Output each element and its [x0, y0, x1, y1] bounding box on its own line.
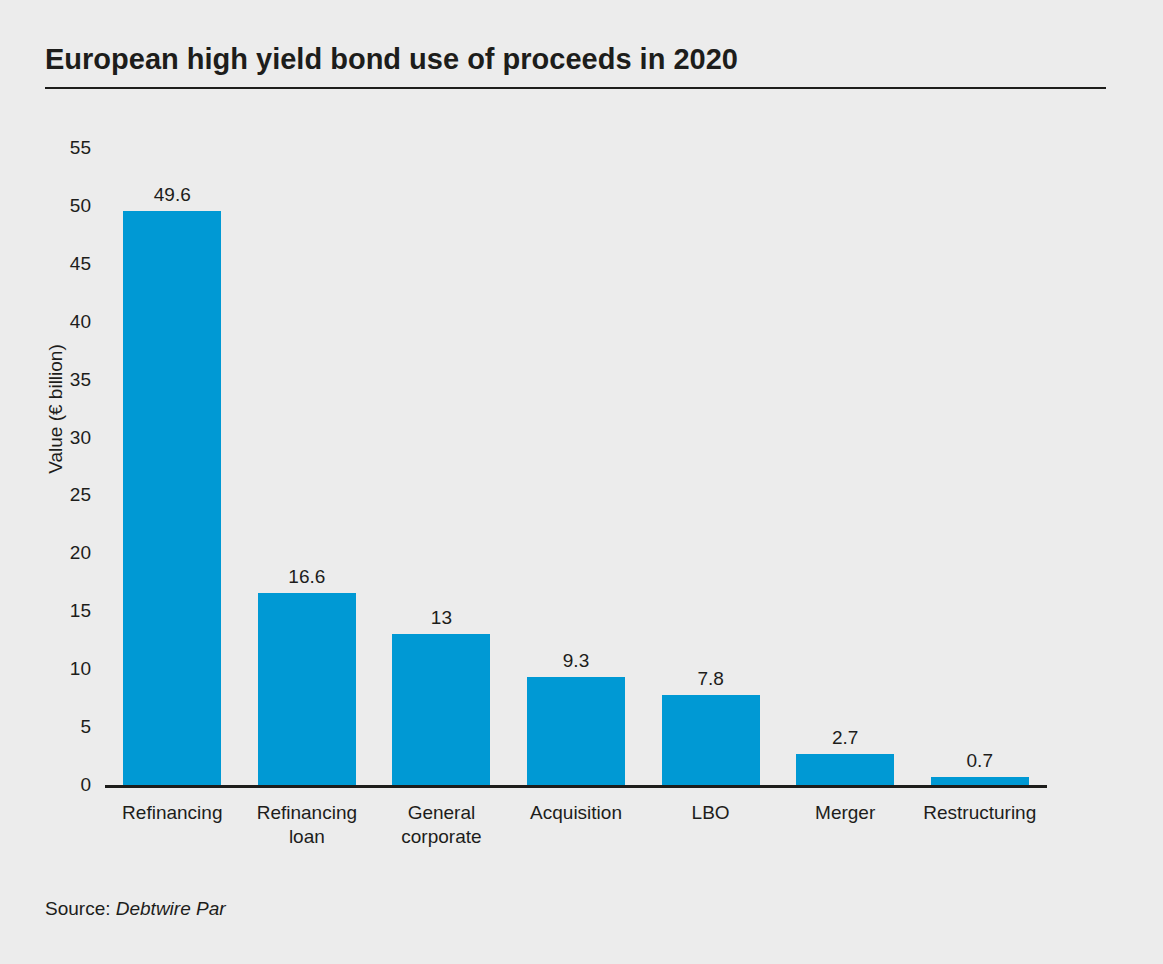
title-underline — [45, 87, 1106, 89]
bar-value-label: 2.7 — [832, 727, 858, 754]
bar-slot: 9.3 — [509, 148, 644, 785]
bar-slot: 49.6 — [105, 148, 240, 785]
source-prefix: Source: — [45, 898, 110, 919]
bar-value-label: 0.7 — [967, 750, 993, 777]
bar-value-label: 13 — [431, 607, 452, 634]
category-cell: Merger — [778, 801, 913, 849]
category-cell: Restructuring — [912, 801, 1047, 849]
category-cell: Refinancing — [105, 801, 240, 849]
chart-title: European high yield bond use of proceeds… — [45, 42, 738, 76]
bar: 2.7 — [796, 754, 894, 785]
y-tick-label: 0 — [80, 774, 91, 796]
y-tick-label: 40 — [70, 311, 91, 333]
bar-value-label: 16.6 — [288, 566, 325, 593]
plot-area: 0510152025303540455055 49.6 16.6 13 9.3 … — [105, 148, 1047, 788]
y-tick-label: 55 — [70, 137, 91, 159]
y-tick-label: 5 — [80, 716, 91, 738]
bar-slot: 16.6 — [240, 148, 375, 785]
category-label: General corporate — [377, 801, 505, 849]
bar: 49.6 — [123, 211, 221, 785]
bar: 0.7 — [931, 777, 1029, 785]
bar-value-label: 7.8 — [697, 668, 723, 695]
y-tick-label: 10 — [70, 658, 91, 680]
category-cell: Refinancing loan — [240, 801, 375, 849]
category-label: Acquisition — [530, 801, 622, 849]
source-line: Source: Debtwire Par — [45, 898, 226, 920]
category-cell: LBO — [643, 801, 778, 849]
y-tick-label: 25 — [70, 484, 91, 506]
bar-slot: 0.7 — [912, 148, 1047, 785]
page: European high yield bond use of proceeds… — [0, 0, 1163, 964]
bar-slot: 2.7 — [778, 148, 913, 785]
x-axis-category-labels: Refinancing Refinancing loan General cor… — [105, 801, 1047, 849]
bar-value-label: 9.3 — [563, 650, 589, 677]
category-label: Refinancing loan — [243, 801, 371, 849]
y-tick-label: 15 — [70, 600, 91, 622]
bar-slot: 7.8 — [643, 148, 778, 785]
y-tick-label: 20 — [70, 542, 91, 564]
y-tick-label: 35 — [70, 369, 91, 391]
y-tick-label: 45 — [70, 253, 91, 275]
y-tick-label: 50 — [70, 195, 91, 217]
bar: 16.6 — [258, 593, 356, 785]
category-cell: General corporate — [374, 801, 509, 849]
y-tick-label: 30 — [70, 427, 91, 449]
category-label: Refinancing — [122, 801, 222, 849]
bar: 13 — [392, 634, 490, 785]
category-label: LBO — [692, 801, 730, 849]
y-axis-title: Value (€ billion) — [45, 339, 67, 479]
bar-value-label: 49.6 — [154, 184, 191, 211]
bar: 7.8 — [662, 695, 760, 785]
category-cell: Acquisition — [509, 801, 644, 849]
bar: 9.3 — [527, 677, 625, 785]
bar-slot: 13 — [374, 148, 509, 785]
category-label: Merger — [815, 801, 875, 849]
category-label: Restructuring — [923, 801, 1036, 849]
source-name: Debtwire Par — [116, 898, 226, 919]
